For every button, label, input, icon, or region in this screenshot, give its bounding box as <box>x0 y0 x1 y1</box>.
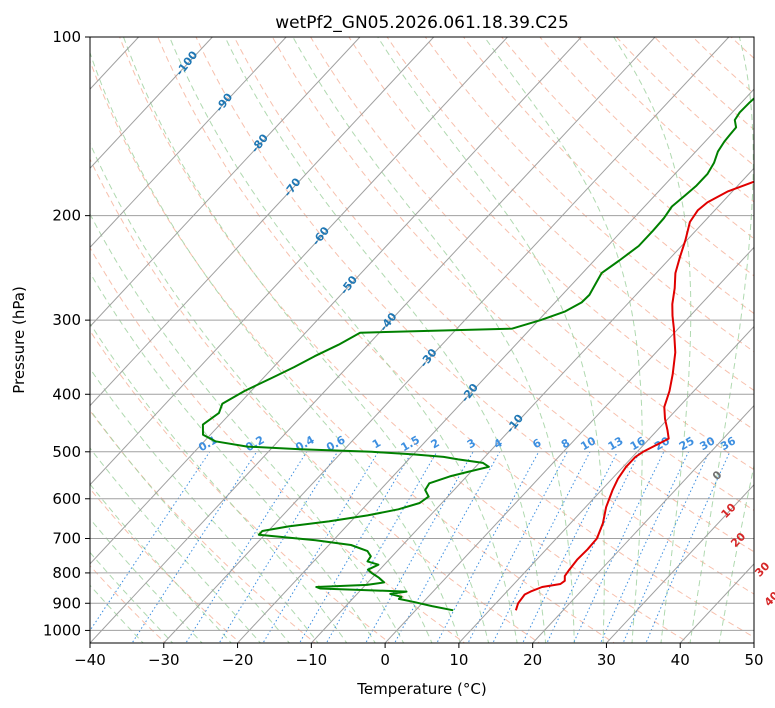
y-tick-label: 100 <box>52 28 81 46</box>
dry-adiabat-line <box>195 37 754 595</box>
isotherm-line <box>90 37 213 169</box>
mixing-ratio-line <box>436 451 540 643</box>
x-axis-title: Temperature (°C) <box>356 680 486 698</box>
isotherm-line <box>458 325 754 643</box>
y-tick-label: 700 <box>52 530 81 548</box>
isotherm-line <box>310 167 754 643</box>
dry-adiabat-line <box>233 37 754 553</box>
moist-adiabat-label: 30 <box>752 559 772 579</box>
plot-frame <box>89 36 755 644</box>
x-tick-label: −30 <box>148 651 180 669</box>
y-axis: 100 200 300 400 500 600 700 800 900 1000 <box>43 28 90 639</box>
plot-background <box>90 37 754 643</box>
y-tick-label: 500 <box>52 443 81 461</box>
y-tick-label: 400 <box>52 385 81 403</box>
x-tick-label: 30 <box>597 651 616 669</box>
x-tick-label: 20 <box>523 651 542 669</box>
isotherm-line <box>236 88 754 643</box>
data-series <box>201 97 754 612</box>
isotherm-line <box>531 404 754 643</box>
mixing-ratio-line <box>185 451 308 643</box>
isotherm-line <box>90 37 582 565</box>
dry-adiabat-line <box>755 24 775 646</box>
dewpoint-line <box>201 97 754 612</box>
mixing-ratio-line <box>467 451 568 643</box>
isotherm-line <box>753 642 754 643</box>
y-tick-label: 600 <box>52 490 81 508</box>
x-tick-label: −40 <box>74 651 106 669</box>
isotherm-line <box>605 484 754 643</box>
x-tick-label: 0 <box>380 651 390 669</box>
isotherm-line <box>90 37 287 249</box>
y-tick-label: 200 <box>52 207 81 225</box>
isotherm-line <box>384 246 754 643</box>
isotherm-line <box>163 37 730 643</box>
isotherm-line <box>90 37 361 328</box>
mixing-ratio-line <box>325 451 438 643</box>
y-tick-label: 800 <box>52 564 81 582</box>
x-tick-label: 40 <box>671 651 690 669</box>
x-tick-label: 50 <box>744 651 763 669</box>
mixing-ratio-line <box>90 451 211 632</box>
y-tick-label: 1000 <box>43 621 81 639</box>
dry-adiabat-line <box>310 37 754 471</box>
x-tick-label: −10 <box>296 651 328 669</box>
moist-adiabat-line <box>90 142 433 643</box>
mixing-ratio-line <box>299 451 413 643</box>
isotherm-line <box>90 37 435 407</box>
dry-adiabat-line <box>424 37 754 353</box>
moist-adiabat-label: 40 <box>762 589 775 609</box>
chart-title: wetPf2_GN05.2026.061.18.39.C25 <box>275 13 569 33</box>
dry-adiabat-line <box>119 37 691 643</box>
isotherm-line <box>90 37 508 486</box>
isotherm-line <box>90 37 656 643</box>
x-tick-label: 10 <box>449 651 468 669</box>
mixing-ratio-line <box>131 451 258 643</box>
x-axis: −40 −30 −20 −10 0 10 20 30 40 50 <box>74 643 764 669</box>
mixing-ratio-line <box>572 451 665 643</box>
y-tick-label: 300 <box>52 311 81 329</box>
y-tick-label: 900 <box>52 594 81 612</box>
dry-adiabat-line <box>348 37 754 431</box>
x-tick-label: −20 <box>222 651 254 669</box>
mixing-ratio-line <box>600 451 690 643</box>
mixing-ratio-line <box>218 451 339 643</box>
y-axis-title: Pressure (hPa) <box>10 286 28 394</box>
temperature-line <box>514 180 754 611</box>
dry-adiabat-line <box>386 37 754 391</box>
dry-adiabat-line <box>271 37 754 511</box>
